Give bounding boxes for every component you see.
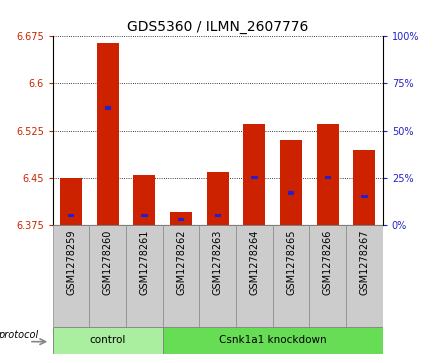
Bar	[353, 150, 375, 225]
Bar	[178, 218, 184, 221]
Bar	[243, 125, 265, 225]
Text: GSM1278259: GSM1278259	[66, 229, 76, 295]
Bar	[97, 42, 119, 225]
Bar	[60, 178, 82, 225]
Text: Csnk1a1 knockdown: Csnk1a1 knockdown	[219, 335, 326, 345]
Text: GSM1278266: GSM1278266	[323, 229, 333, 294]
Bar	[317, 125, 339, 225]
Text: GSM1278267: GSM1278267	[359, 229, 370, 295]
Text: GSM1278263: GSM1278263	[213, 229, 223, 294]
Bar	[199, 225, 236, 327]
Text: control: control	[90, 335, 126, 345]
Bar	[89, 225, 126, 327]
Bar	[236, 225, 273, 327]
Bar	[126, 225, 163, 327]
Bar	[309, 225, 346, 327]
Title: GDS5360 / ILMN_2607776: GDS5360 / ILMN_2607776	[127, 20, 308, 34]
Bar	[215, 214, 221, 217]
Text: GSM1278260: GSM1278260	[103, 229, 113, 294]
Bar	[53, 225, 89, 327]
Bar	[141, 214, 147, 217]
Bar	[163, 225, 199, 327]
Text: protocol: protocol	[0, 330, 39, 340]
Bar	[325, 176, 331, 179]
Bar	[273, 225, 309, 327]
Bar	[207, 172, 229, 225]
Bar	[105, 106, 111, 110]
Text: GSM1278264: GSM1278264	[249, 229, 260, 294]
Bar	[53, 327, 163, 354]
Text: GSM1278265: GSM1278265	[286, 229, 296, 295]
Text: GSM1278261: GSM1278261	[139, 229, 150, 294]
Bar	[288, 191, 294, 195]
Text: GSM1278262: GSM1278262	[176, 229, 186, 295]
Bar	[68, 214, 74, 217]
Bar	[361, 195, 367, 198]
Bar	[280, 140, 302, 225]
Bar	[163, 327, 383, 354]
Bar	[251, 176, 257, 179]
Bar	[170, 212, 192, 225]
Bar	[133, 175, 155, 225]
Legend: transformed count, percentile rank within the sample: transformed count, percentile rank withi…	[58, 362, 246, 363]
Bar	[346, 225, 383, 327]
